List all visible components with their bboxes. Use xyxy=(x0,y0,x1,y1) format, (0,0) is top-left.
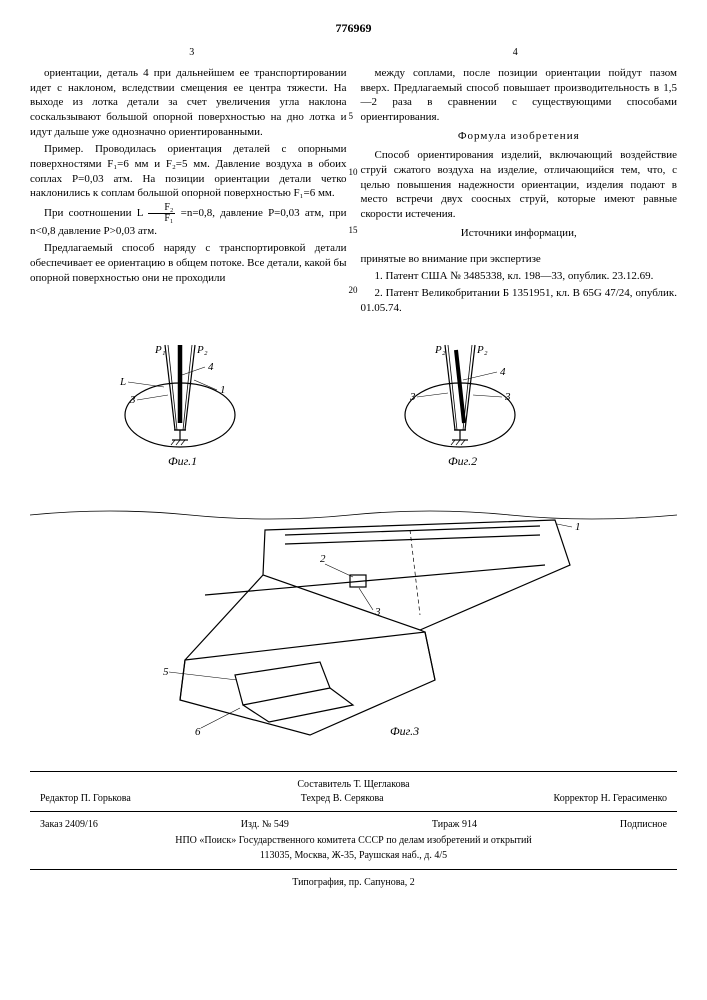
sources-title: Источники информации, xyxy=(361,226,678,241)
svg-text:Фиг.2: Фиг.2 xyxy=(448,454,477,468)
svg-text:P₂: P₂ xyxy=(196,344,208,356)
tech-editor: Техред В. Серякова xyxy=(301,792,384,806)
formula-title: Формула изобретения xyxy=(361,129,678,144)
page-right: 4 xyxy=(513,46,518,60)
svg-text:1: 1 xyxy=(575,521,581,533)
svg-text:P₁: P₁ xyxy=(154,344,166,356)
left-p3: При соотношении L F₂F₁ =n=0,8, давление … xyxy=(30,203,347,239)
tirazh: Тираж 914 xyxy=(432,818,477,832)
footer-rule-1 xyxy=(30,771,677,772)
footer-row-1: Редактор П. Горькова Техред В. Серякова … xyxy=(30,792,677,806)
text-columns: ориентации, деталь 4 при дальнейшем ее т… xyxy=(30,66,677,318)
fraction: F₂F₁ xyxy=(148,203,175,224)
right-p1: между соплами, после позиции ориентации … xyxy=(361,66,678,125)
sources-sub: принятые во внимание при экспертизе xyxy=(361,252,678,267)
left-p1: ориентации, деталь 4 при дальнейшем ее т… xyxy=(30,66,347,140)
line-5: 5 xyxy=(349,110,354,122)
editor: Редактор П. Горькова xyxy=(40,792,131,806)
page-left: 3 xyxy=(189,46,194,60)
printer-line: Типография, пр. Сапунова, 2 xyxy=(30,876,677,890)
svg-text:3: 3 xyxy=(374,606,381,618)
footer-rule-3 xyxy=(30,869,677,870)
src2: 2. Патент Великобритании Б 1351951, кл. … xyxy=(361,286,678,316)
right-p2: Способ ориентирования изделий, включающи… xyxy=(361,148,678,222)
figures-area: P₁ P₂ L 4 1 3 Фиг.1 P₂ P₂ 3 4 3 Фиг.2 xyxy=(30,335,677,765)
svg-text:L: L xyxy=(119,376,126,388)
right-column: 5 10 15 20 между соплами, после позиции … xyxy=(361,66,678,318)
svg-text:4: 4 xyxy=(208,361,214,373)
line-10: 10 xyxy=(349,166,358,178)
svg-text:3: 3 xyxy=(504,391,511,403)
svg-text:1: 1 xyxy=(220,384,226,396)
compiler-line: Составитель Т. Щеглакова xyxy=(30,778,677,792)
izd-num: Изд. № 549 xyxy=(241,818,289,832)
src1: 1. Патент США № 3485338, кл. 198—33, опу… xyxy=(361,269,678,284)
svg-text:2: 2 xyxy=(320,553,326,565)
svg-text:4: 4 xyxy=(500,366,506,378)
svg-text:6: 6 xyxy=(195,726,201,738)
left-p2: Пример. Проводилась ориентация деталей с… xyxy=(30,142,347,201)
order-num: Заказ 2409/16 xyxy=(40,818,98,832)
subscription: Подписное xyxy=(620,818,667,832)
p3a: При соотношении L xyxy=(44,207,143,219)
line-20: 20 xyxy=(349,284,358,296)
left-column: ориентации, деталь 4 при дальнейшем ее т… xyxy=(30,66,347,318)
svg-text:3: 3 xyxy=(409,391,416,403)
footer-row-2: Заказ 2409/16 Изд. № 549 Тираж 914 Подпи… xyxy=(30,818,677,832)
corrector: Корректор Н. Герасименко xyxy=(554,792,667,806)
svg-text:3: 3 xyxy=(129,394,136,406)
svg-text:P₂: P₂ xyxy=(434,344,446,356)
patent-number: 776969 xyxy=(30,20,677,36)
org-line-1: НПО «Поиск» Государственного комитета СС… xyxy=(30,834,677,848)
svg-text:5: 5 xyxy=(163,666,169,678)
svg-text:P₂: P₂ xyxy=(476,344,488,356)
left-p4: Предлагаемый способ наряду с транспортир… xyxy=(30,241,347,286)
figures-svg: P₁ P₂ L 4 1 3 Фиг.1 P₂ P₂ 3 4 3 Фиг.2 xyxy=(30,335,677,765)
page-numbers: 3 4 xyxy=(30,46,677,60)
svg-text:Фиг.1: Фиг.1 xyxy=(168,454,197,468)
footer-rule-2 xyxy=(30,811,677,812)
line-15: 15 xyxy=(349,224,358,236)
org-line-2: 113035, Москва, Ж-35, Раушская наб., д. … xyxy=(30,849,677,863)
svg-text:Фиг.3: Фиг.3 xyxy=(390,724,419,738)
